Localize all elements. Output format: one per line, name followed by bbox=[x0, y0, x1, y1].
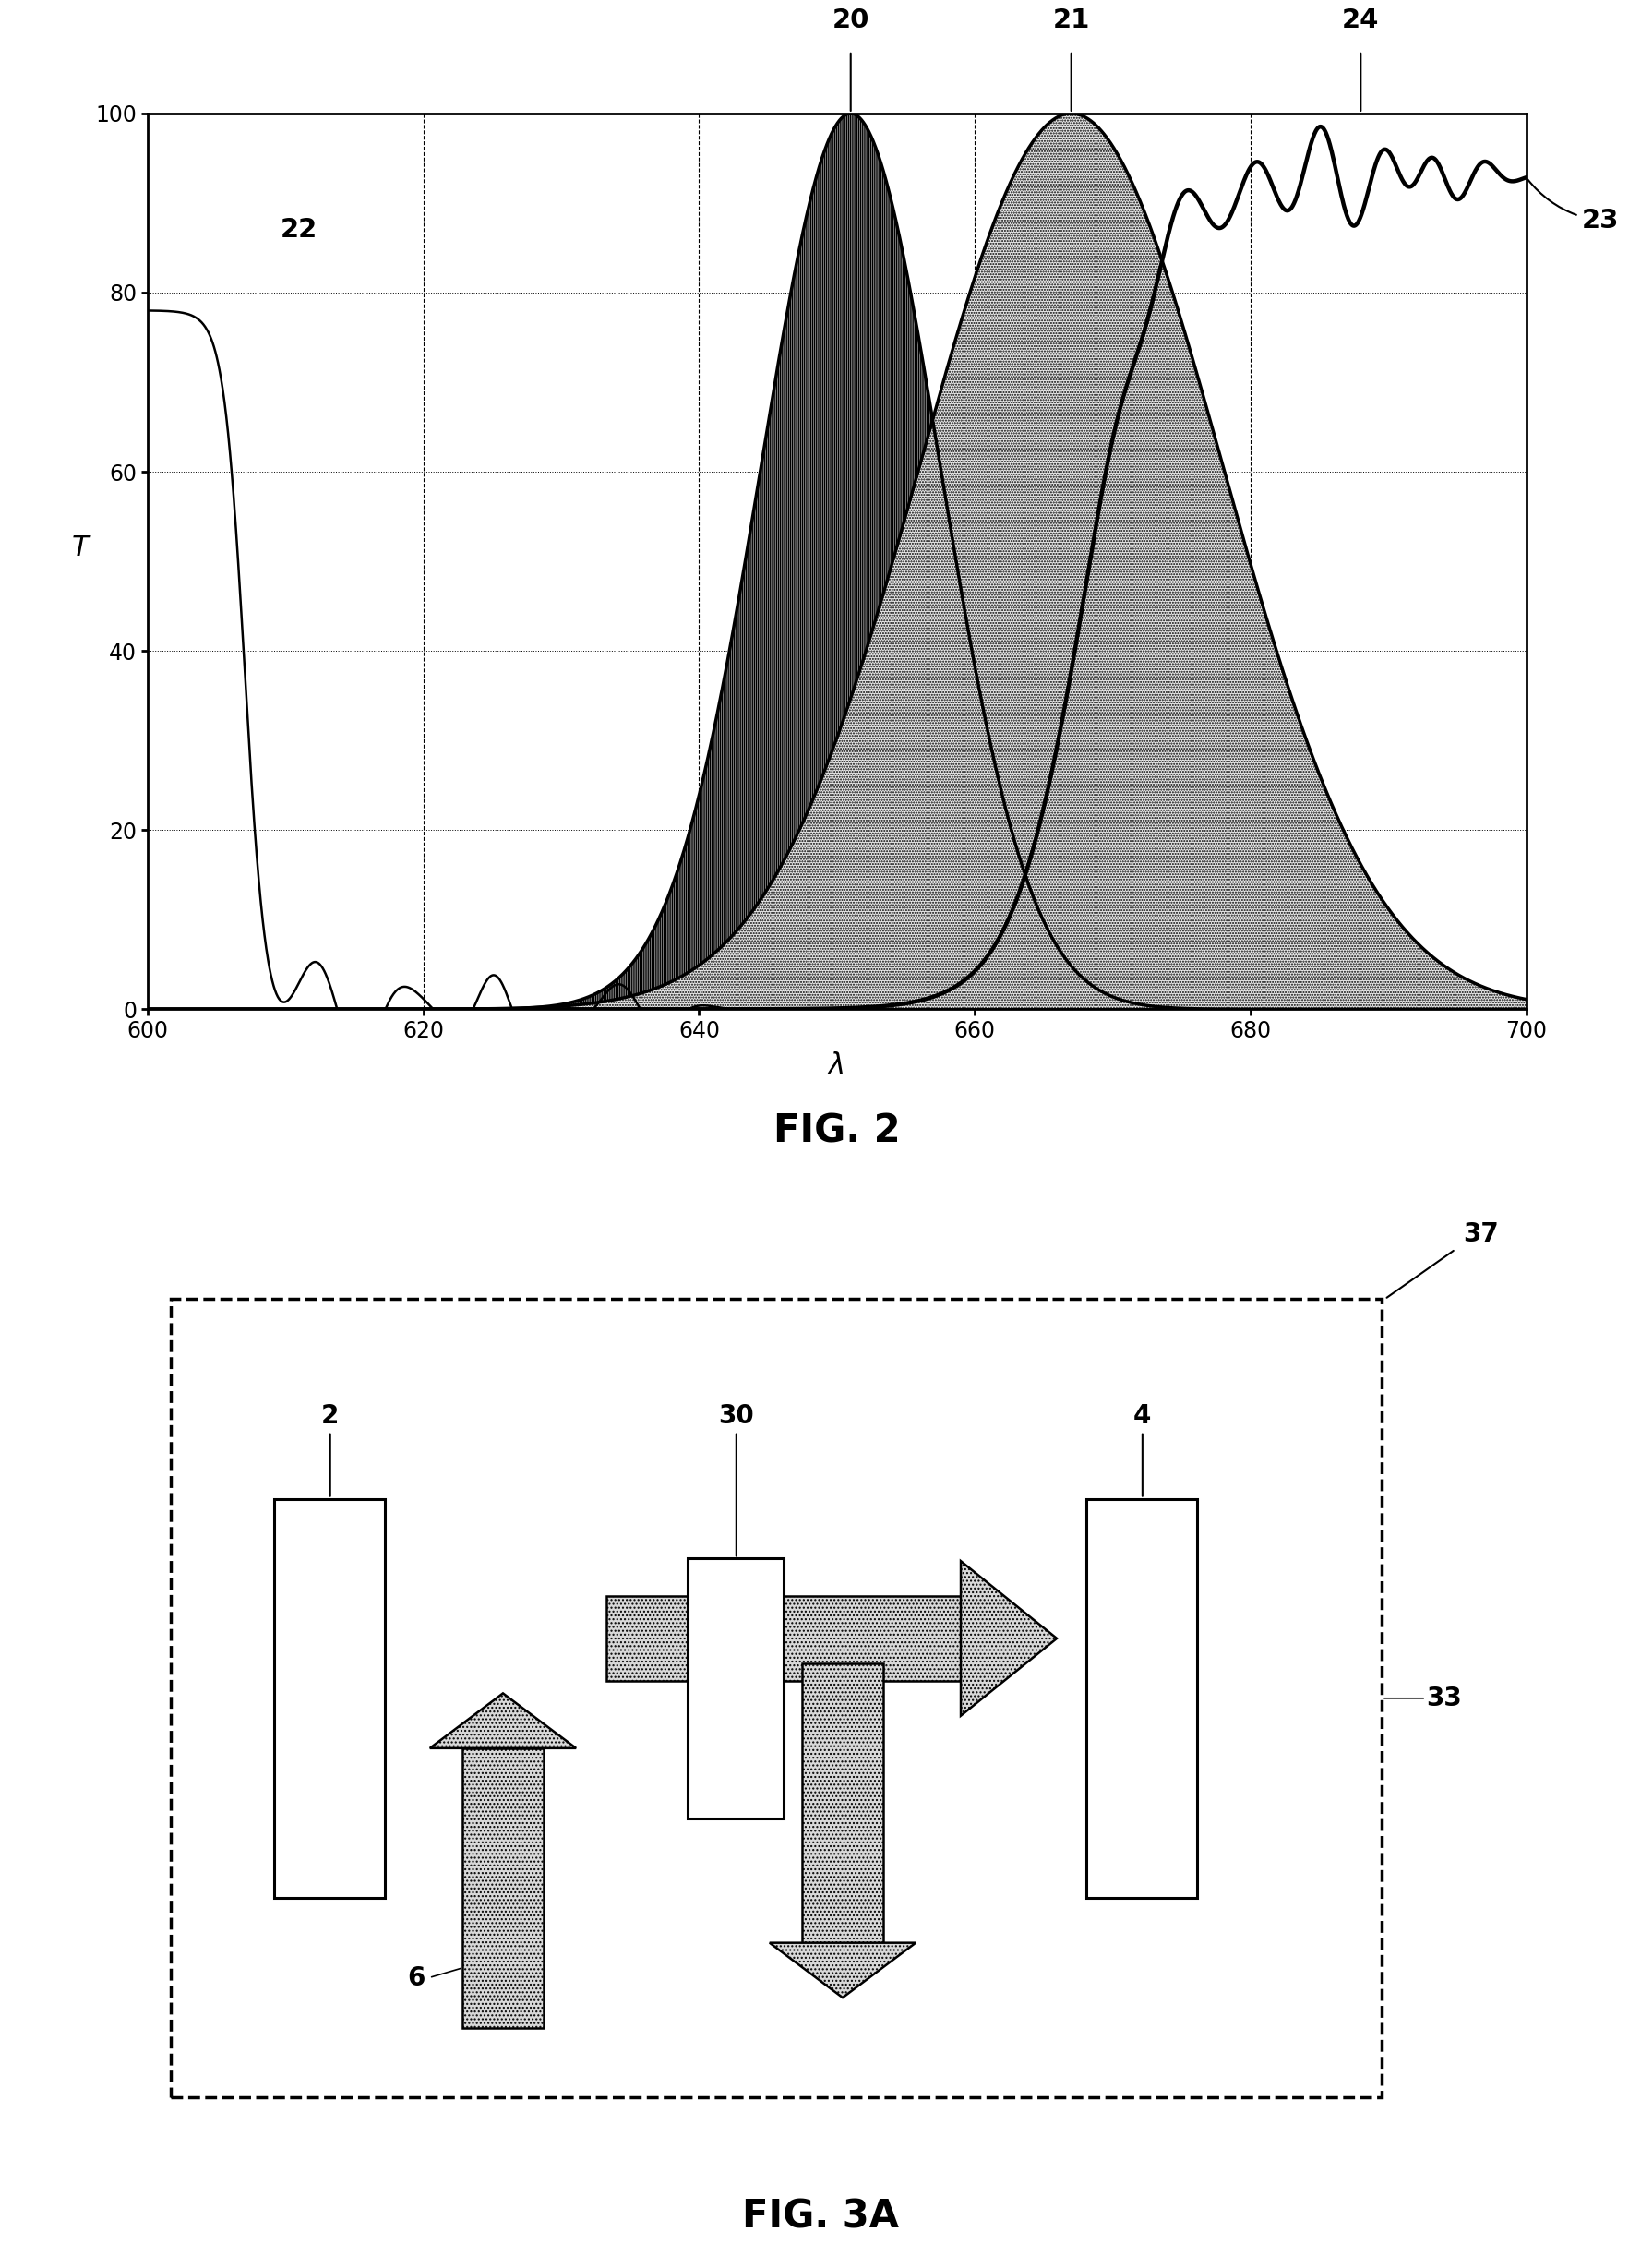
Bar bbox=[802, 1662, 883, 1944]
Polygon shape bbox=[962, 1560, 1057, 1715]
Polygon shape bbox=[770, 1944, 916, 1998]
Bar bbox=[171, 1300, 1382, 2098]
Polygon shape bbox=[430, 1694, 576, 1749]
Y-axis label: T: T bbox=[72, 535, 89, 560]
Text: 23: 23 bbox=[1528, 179, 1618, 234]
Text: 30: 30 bbox=[719, 1404, 755, 1556]
Text: 33: 33 bbox=[1426, 1685, 1462, 1710]
Text: 24: 24 bbox=[1342, 7, 1380, 32]
Text: 6: 6 bbox=[407, 1964, 425, 1991]
Text: FIG. 2: FIG. 2 bbox=[773, 1111, 901, 1152]
Bar bbox=[1086, 1499, 1198, 1898]
X-axis label: λ: λ bbox=[829, 1052, 845, 1080]
Text: FIG. 3A: FIG. 3A bbox=[742, 2198, 899, 2236]
Bar bbox=[607, 1597, 962, 1681]
Text: 4: 4 bbox=[1134, 1404, 1152, 1497]
Text: 22: 22 bbox=[281, 218, 318, 243]
Text: 20: 20 bbox=[832, 7, 870, 32]
Bar bbox=[463, 1749, 543, 2028]
Bar bbox=[688, 1558, 784, 1819]
Bar bbox=[274, 1499, 386, 1898]
Text: 21: 21 bbox=[1052, 7, 1090, 32]
Text: 37: 37 bbox=[1464, 1222, 1498, 1247]
Text: 2: 2 bbox=[322, 1404, 340, 1497]
